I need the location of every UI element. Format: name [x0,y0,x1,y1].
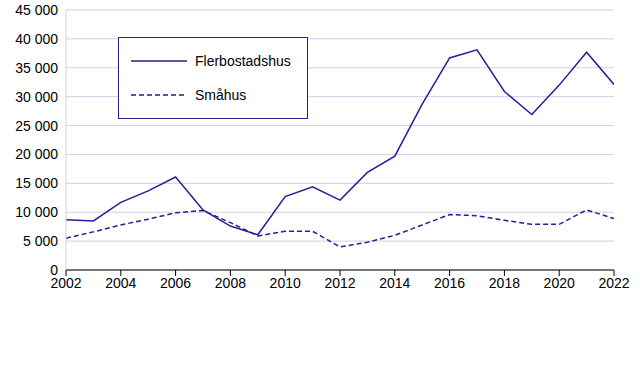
html-text:Småhus: Småhus [195,87,247,103]
svg-text:15 000: 15 000 [15,175,58,191]
svg-text:45 000: 45 000 [15,2,58,18]
html-text:Flerbostadshus: Flerbostadshus [195,53,291,69]
svg-text:0: 0 [50,262,58,278]
svg-text:10 000: 10 000 [15,204,58,220]
svg-text:2012: 2012 [324,275,355,291]
svg-text:2018: 2018 [489,275,520,291]
svg-text:2022: 2022 [598,275,629,291]
svg-text:2002: 2002 [50,274,82,291]
svg-text:5 000: 5 000 [23,233,58,249]
svg-text:2020: 2020 [544,275,575,291]
svg-text:2010: 2010 [270,275,301,291]
svg-text:2008: 2008 [215,275,246,291]
svg-text:2006: 2006 [160,275,191,291]
svg-text:2014: 2014 [379,275,410,291]
svg-text:20 000: 20 000 [15,146,58,162]
svg-text:40 000: 40 000 [15,31,58,47]
svg-text:35 000: 35 000 [15,60,58,76]
svg-text:30 000: 30 000 [15,89,58,105]
svg-text:2004: 2004 [105,275,136,291]
svg-text:25 000: 25 000 [15,118,58,134]
svg-text:2016: 2016 [434,275,465,291]
